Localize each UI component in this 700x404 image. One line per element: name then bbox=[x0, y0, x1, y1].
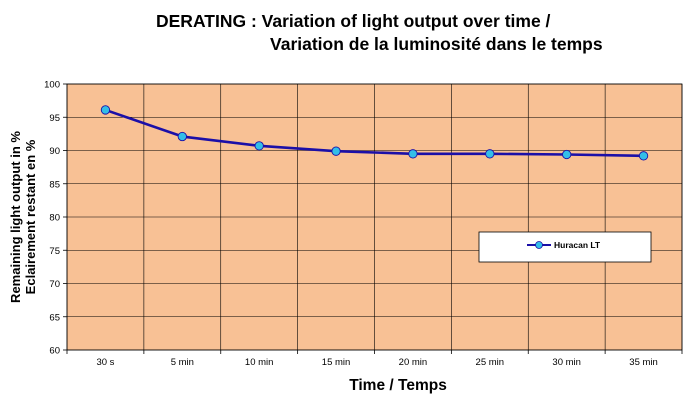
x-tick-label: 15 min bbox=[322, 357, 351, 368]
x-axis-label: Time / Temps bbox=[349, 377, 447, 394]
chart-title-line-2: Variation de la luminosité dans le temps bbox=[270, 34, 603, 54]
y-tick-label: 60 bbox=[49, 346, 60, 357]
y-tick-label: 95 bbox=[49, 113, 60, 124]
y-tick-label: 90 bbox=[49, 146, 60, 157]
data-point bbox=[254, 141, 264, 151]
series-layer bbox=[100, 105, 649, 161]
y-tick-label: 85 bbox=[49, 179, 60, 190]
data-point bbox=[638, 151, 649, 161]
y-tick-label: 80 bbox=[49, 213, 60, 224]
legend-label: Huracan LT bbox=[554, 240, 601, 250]
x-tick-label: 30 s bbox=[96, 357, 114, 368]
y-tick-label: 75 bbox=[49, 246, 60, 257]
grid-layer bbox=[66, 83, 683, 351]
y-axis-label-line-1: Remaining light output in % bbox=[8, 131, 23, 303]
x-tick-label: 35 min bbox=[629, 357, 658, 368]
series-line bbox=[105, 108, 644, 158]
x-tick-label: 20 min bbox=[399, 357, 428, 368]
x-tick-label: 5 min bbox=[171, 357, 194, 368]
data-point bbox=[408, 149, 418, 159]
legend: Huracan LT bbox=[478, 231, 652, 263]
data-point bbox=[100, 105, 111, 115]
y-tick-label: 70 bbox=[49, 279, 60, 290]
x-tick-label: 30 min bbox=[552, 357, 581, 368]
y-tick-label: 65 bbox=[49, 312, 60, 323]
chart-title-line-1: DERATING : Variation of light output ove… bbox=[156, 11, 551, 31]
data-point bbox=[177, 131, 187, 142]
tick-layer: 60 65 70 75 80 85 90 95 100 30 s 5 min 10 min 15 min… bbox=[44, 80, 683, 368]
data-point bbox=[331, 146, 341, 156]
legend-box bbox=[478, 231, 652, 263]
x-tick-label: 25 min bbox=[476, 357, 505, 368]
y-axis-label-line-2: Eclairement restant en % bbox=[23, 139, 38, 294]
x-tick-label: 10 min bbox=[245, 357, 274, 368]
data-point bbox=[485, 149, 495, 159]
y-tick-label: 100 bbox=[44, 80, 60, 91]
legend-marker-swatch bbox=[535, 241, 543, 249]
data-point bbox=[562, 149, 572, 160]
